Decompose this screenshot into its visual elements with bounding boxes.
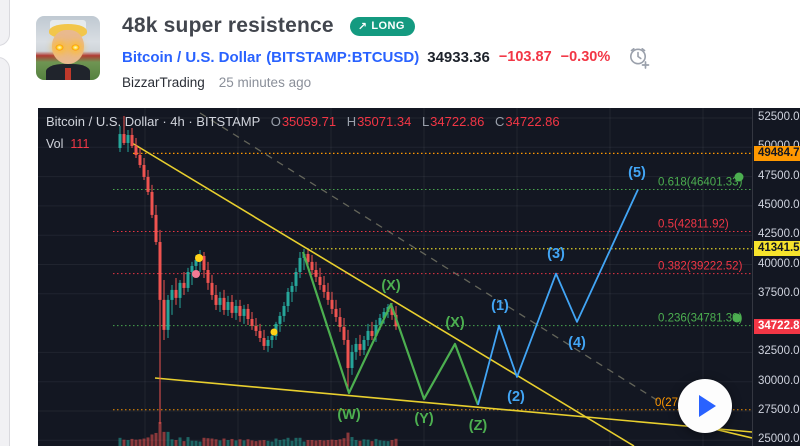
svg-text:(Y): (Y) bbox=[414, 411, 434, 427]
axis-tick: 27500.00 bbox=[758, 404, 800, 416]
ohlc-low-label: L bbox=[421, 114, 430, 129]
symbol-name-link[interactable]: Bitcoin / U.S. Dollar bbox=[122, 48, 262, 66]
symbol-last-price: 34933.36 bbox=[427, 48, 490, 66]
badge-label: LONG bbox=[371, 20, 405, 32]
volume-label: Vol bbox=[46, 137, 64, 151]
idea-title[interactable]: 48k super resistence bbox=[122, 14, 334, 37]
svg-text:0.236(34781.39): 0.236(34781.39) bbox=[658, 313, 743, 325]
ohlc-high-label: H bbox=[346, 114, 357, 129]
idea-header: 48k super resistence ↗ LONG Bitcoin / U.… bbox=[122, 12, 651, 90]
svg-text:(4): (4) bbox=[568, 335, 586, 351]
avatar-laser-eye-right bbox=[71, 44, 80, 51]
axis-tick: 42500.00 bbox=[758, 228, 800, 241]
avatar-laser-eye-left bbox=[55, 44, 64, 51]
svg-text:0.618(46401.33): 0.618(46401.33) bbox=[658, 176, 743, 188]
volume-value: 111 bbox=[70, 137, 90, 151]
axis-tick: 32500.00 bbox=[758, 345, 800, 358]
axis-tick: 25000.00 bbox=[758, 433, 800, 446]
add-alert-button[interactable] bbox=[626, 45, 651, 70]
play-button[interactable] bbox=[678, 379, 732, 433]
svg-text:(X): (X) bbox=[381, 278, 401, 294]
svg-text:0.5(42811.92): 0.5(42811.92) bbox=[658, 219, 729, 231]
svg-text:0.382(39222.52): 0.382(39222.52) bbox=[658, 261, 743, 273]
axis-tick: 47500.00 bbox=[758, 169, 800, 182]
axis-tick: 45000.00 bbox=[758, 198, 800, 211]
axis-current-price-label: 34722.86 bbox=[754, 318, 800, 334]
symbol-change-percent: −0.30% bbox=[560, 49, 611, 65]
publish-time: 25 minutes ago bbox=[218, 75, 312, 90]
axis-price-line-label: 41341.5 bbox=[754, 241, 800, 257]
ohlc-high-value: 35071.34 bbox=[357, 114, 412, 129]
chart-legend: Bitcoin / U.S. Dollar · 4h · BITSTAMP O3… bbox=[46, 114, 560, 129]
ohlc-close-label: C bbox=[495, 114, 505, 129]
svg-text:(X): (X) bbox=[445, 315, 465, 331]
axis-price-line-label: 49484.7 bbox=[754, 145, 800, 161]
arrow-up-right-icon: ↗ bbox=[357, 20, 368, 33]
axis-tick: 30000.00 bbox=[758, 374, 800, 387]
symbol-ticker-link[interactable]: (BITSTAMP:BTCUSD) bbox=[266, 48, 420, 66]
author-avatar[interactable] bbox=[36, 16, 100, 80]
ohlc-open-value: 35059.71 bbox=[281, 114, 337, 129]
play-icon bbox=[699, 395, 716, 417]
ohlc-low-value: 34722.86 bbox=[430, 114, 485, 129]
author-name-link[interactable]: BizzarTrading bbox=[122, 75, 205, 90]
axis-tick: 40000.00 bbox=[758, 257, 800, 270]
svg-text:(Z): (Z) bbox=[469, 418, 488, 434]
symbol-change: −103.87 bbox=[498, 49, 552, 65]
long-direction-badge: ↗ LONG bbox=[349, 16, 415, 36]
adjacent-card-edge-bottom bbox=[0, 57, 10, 446]
volume-legend: Vol 111 bbox=[46, 137, 89, 151]
ohlc-close-value: 34722.86 bbox=[505, 114, 560, 129]
svg-text:(W): (W) bbox=[337, 407, 361, 423]
axis-tick: 37500.00 bbox=[758, 286, 800, 299]
price-chart: 0.618(46401.33) 0.5(42811.92) 0.382(39222.… bbox=[38, 108, 752, 446]
ohlc-open-label: O bbox=[270, 114, 281, 129]
alarm-clock-plus-icon bbox=[630, 47, 650, 69]
svg-text:(5): (5) bbox=[628, 165, 646, 181]
axis-tick: 52500.00 bbox=[758, 111, 800, 123]
avatar-tie bbox=[65, 68, 71, 80]
legend-symbol: Bitcoin / U.S. Dollar · 4h · BITSTAMP bbox=[46, 114, 261, 129]
adjacent-card-edge-top bbox=[0, 0, 10, 46]
chart-panel[interactable]: 0.618(46401.33) 0.5(42811.92) 0.382(39222.… bbox=[38, 108, 800, 446]
price-axis[interactable]: 52500.0050000.0047500.0045000.0042500.00… bbox=[752, 108, 800, 446]
svg-text:(3): (3) bbox=[547, 246, 565, 262]
svg-text:(2): (2) bbox=[507, 389, 525, 405]
svg-text:(1): (1) bbox=[491, 298, 509, 314]
